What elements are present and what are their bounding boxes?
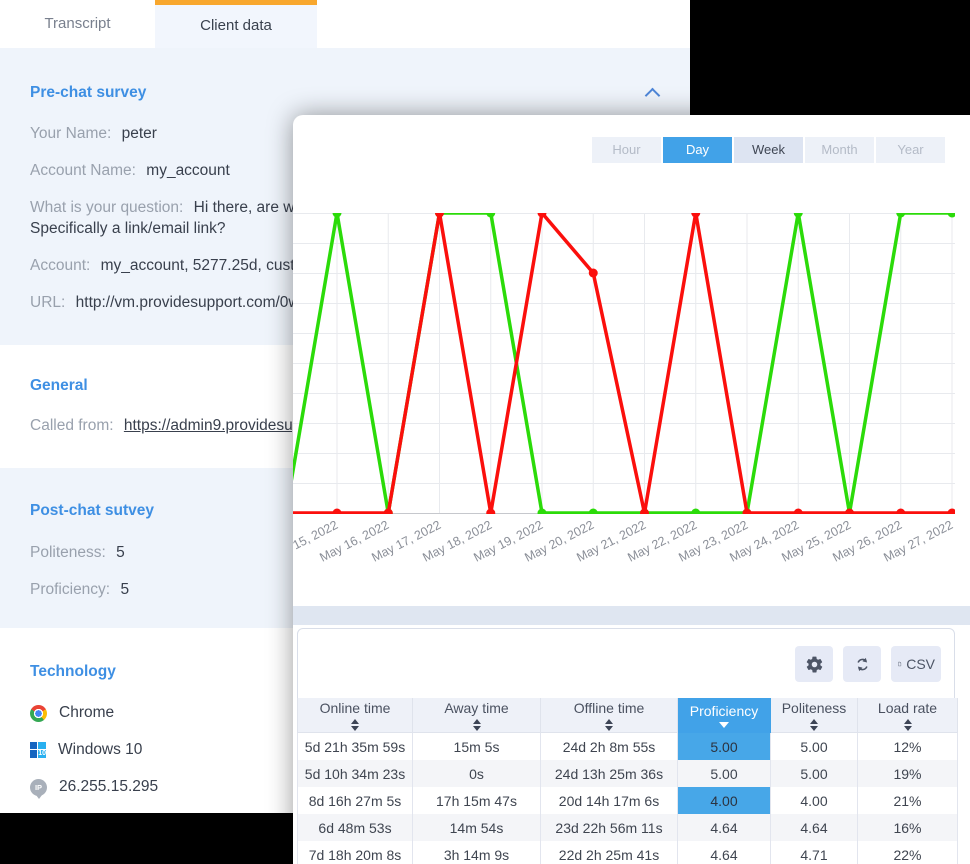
windows-icon: 10 [30, 742, 46, 758]
ip-icon: IP [30, 778, 47, 799]
refresh-button[interactable] [843, 646, 881, 682]
collapse-chevron-up-icon[interactable] [644, 87, 661, 104]
tab-bar: Transcript Client data [0, 0, 690, 48]
column-header-online-time[interactable]: Online time [297, 698, 413, 733]
period-tabs: Hour Day Week Month Year [592, 137, 945, 163]
statistics-panel: Hour Day Week Month Year May 15, 2022May… [293, 115, 970, 864]
field-question: What is your question: Hi there, are we [30, 199, 304, 216]
sort-desc-icon [719, 721, 729, 728]
table-cell: 24d 13h 25m 36s [540, 760, 678, 787]
table-cell: 5.00 [677, 732, 771, 760]
agent-stats-table: Online time Away time Offline time Profi… [297, 698, 958, 864]
table-header-row: Online time Away time Offline time Profi… [297, 698, 958, 733]
field-your-name: Your Name: peter [30, 125, 157, 142]
table-cell: 12% [857, 732, 958, 760]
technology-title: Technology [30, 663, 116, 680]
table-cell: 8d 16h 27m 5s [297, 787, 413, 814]
column-header-offline-time[interactable]: Offline time [540, 698, 678, 733]
table-cell: 20d 14h 17m 6s [540, 787, 678, 814]
table-cell: 5.00 [770, 760, 858, 787]
table-row: 6d 48m 53s 14m 54s 23d 22h 56m 11s 4.64 4.64… [297, 814, 958, 841]
period-tab-year[interactable]: Year [876, 137, 945, 163]
called-from-link[interactable]: https://admin9.providesup [123, 417, 302, 434]
table-cell: 5d 21h 35m 59s [297, 732, 413, 760]
stats-table-card: CSV Online time Away time Offline time [297, 628, 958, 864]
table-cell: 19% [857, 760, 958, 787]
column-header-politeness[interactable]: Politeness [770, 698, 858, 733]
table-cell: 23d 22h 56m 11s [540, 814, 678, 841]
chrome-icon [30, 704, 47, 722]
export-csv-button[interactable]: CSV [891, 646, 941, 682]
refresh-icon [856, 657, 868, 671]
period-tab-month[interactable]: Month [805, 137, 874, 163]
table-cell: 3h 14m 9s [412, 841, 541, 864]
sort-icons [605, 718, 613, 731]
tech-row-ip: IP 26.255.15.295 [30, 778, 158, 799]
field-proficiency: Proficiency: 5 [30, 581, 130, 598]
period-tab-day[interactable]: Day [663, 137, 732, 163]
table-cell: 4.71 [770, 841, 858, 864]
panel-divider [293, 606, 970, 625]
field-account: Account: my_account, 5277.25d, custor [30, 257, 309, 274]
column-header-proficiency[interactable]: Proficiency [677, 698, 771, 733]
table-cell: 14m 54s [412, 814, 541, 841]
field-question-line2: Specifically a link/email link? [30, 220, 226, 237]
field-url: URL: http://vm.providesupport.com/0w [30, 294, 300, 311]
field-account-name: Account Name: my_account [30, 162, 230, 179]
general-title: General [30, 377, 88, 394]
table-cell: 17h 15m 47s [412, 787, 541, 814]
table-cell: 4.00 [770, 787, 858, 814]
table-cell: 6d 48m 53s [297, 814, 413, 841]
table-cell: 15m 5s [412, 732, 541, 760]
tab-transcript[interactable]: Transcript [44, 15, 111, 32]
table-cell: 0s [412, 760, 541, 787]
table-row: 5d 21h 35m 59s 15m 5s 24d 2h 8m 55s 5.00 5.0… [297, 732, 958, 760]
sort-icons [810, 718, 818, 731]
post-chat-survey-title: Post-chat sutvey [30, 502, 155, 519]
sort-icons [903, 718, 912, 731]
table-cell: 22d 2h 25m 41s [540, 841, 678, 864]
table-row: 7d 18h 20m 8s 3h 14m 9s 22d 2h 25m 41s 4.64… [297, 841, 958, 864]
table-cell: 4.64 [677, 841, 771, 864]
line-chart [293, 208, 957, 518]
table-cell: 4.64 [677, 814, 771, 841]
csv-file-icon [898, 661, 902, 667]
field-politeness: Politeness: 5 [30, 544, 125, 561]
table-row: 5d 10h 34m 23s 0s 24d 13h 25m 36s 5.00 5.00 1… [297, 760, 958, 787]
tech-row-browser: Chrome [30, 704, 114, 722]
pre-chat-survey-title: Pre-chat survey [30, 84, 147, 101]
chart-svg [293, 208, 957, 518]
tab-client-data[interactable]: Client data [155, 0, 317, 48]
gear-icon [806, 656, 822, 672]
table-cell: 7d 18h 20m 8s [297, 841, 413, 864]
tech-row-os: 10 Windows 10 [30, 741, 142, 759]
settings-button[interactable] [795, 646, 833, 682]
table-cell: 4.00 [677, 787, 771, 814]
table-cell: 16% [857, 814, 958, 841]
period-tab-week[interactable]: Week [734, 137, 803, 163]
table-cell: 24d 2h 8m 55s [540, 732, 678, 760]
table-toolbar: CSV [795, 646, 941, 682]
table-cell: 5d 10h 34m 23s [297, 760, 413, 787]
table-row: 8d 16h 27m 5s 17h 15m 47s 20d 14h 17m 6s 4.… [297, 787, 958, 814]
column-header-away-time[interactable]: Away time [412, 698, 541, 733]
period-tab-hour[interactable]: Hour [592, 137, 661, 163]
table-cell: 5.00 [770, 732, 858, 760]
table-cell: 5.00 [677, 760, 771, 787]
column-header-load-rate[interactable]: Load rate [857, 698, 958, 733]
table-cell: 21% [857, 787, 958, 814]
table-cell: 4.64 [770, 814, 858, 841]
sort-icons [472, 718, 481, 731]
table-cell: 22% [857, 841, 958, 864]
field-called-from: Called from: https://admin9.providesup [30, 417, 302, 434]
sort-icons [351, 718, 359, 731]
